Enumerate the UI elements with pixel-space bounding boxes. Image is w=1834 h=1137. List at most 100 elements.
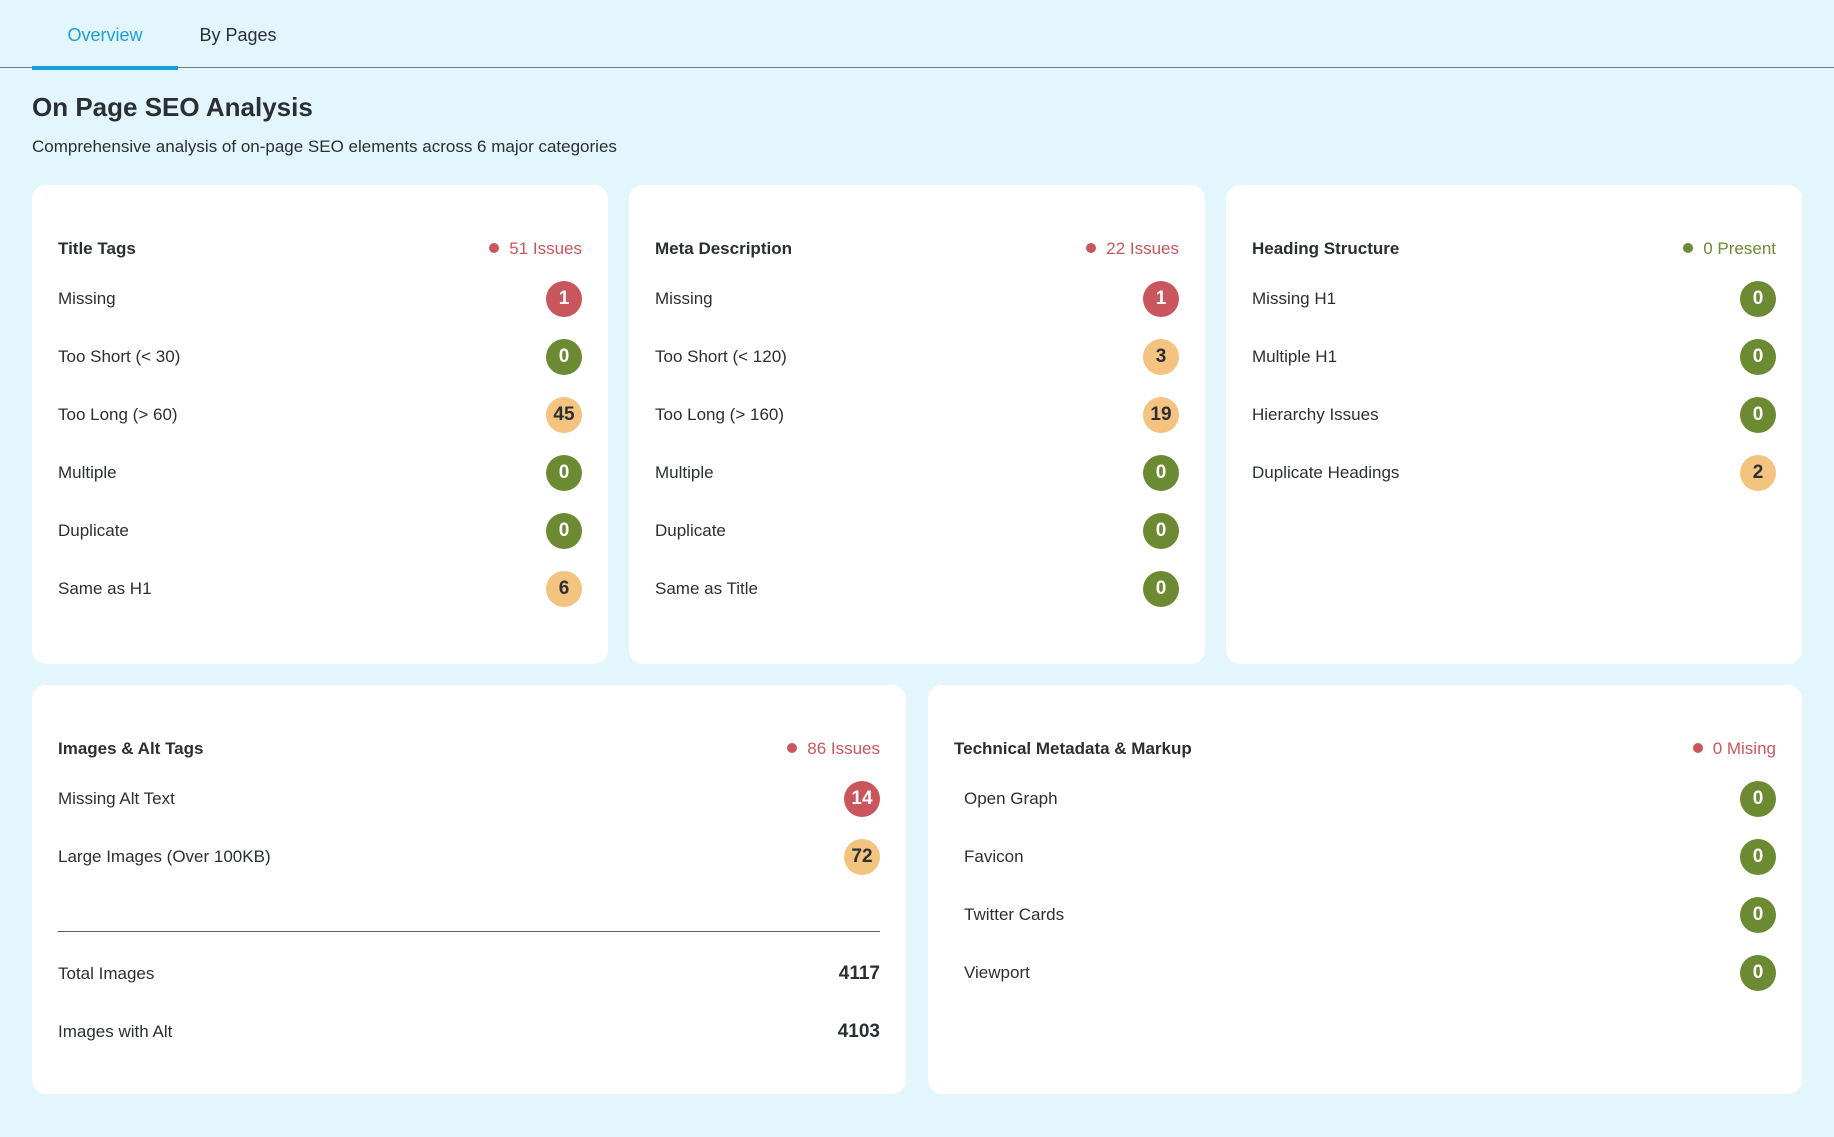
tab-bar: Overview By Pages — [0, 0, 1834, 70]
stat-row: Images with Alt 4103 — [58, 1014, 880, 1050]
metric-label: Favicon — [964, 847, 1024, 866]
images-alt-tags-card: Images & Alt Tags 86 Issues Missing Alt … — [32, 685, 906, 1094]
metric-label: Duplicate — [655, 521, 726, 540]
metric-label: Duplicate — [58, 521, 129, 540]
status-badge: 86 Issues — [787, 737, 880, 761]
status-text: 51 Issues — [509, 239, 582, 258]
stat-value: 4103 — [837, 1021, 880, 1042]
status-dot-icon — [1086, 243, 1097, 253]
status-text: 0 Present — [1703, 239, 1776, 258]
metric-row: Same as Title 0 — [655, 571, 1179, 607]
metric-label: Twitter Cards — [964, 905, 1065, 924]
technical-metadata-card: Technical Metadata & Markup 0 Mising Ope… — [928, 685, 1802, 1094]
metric-label: Same as H1 — [58, 579, 152, 598]
page-subtitle: Comprehensive analysis of on-page SEO el… — [32, 137, 617, 156]
status-dot-icon — [1683, 243, 1694, 253]
card-header: Title Tags 51 Issues — [58, 237, 582, 261]
count-badge: 19 — [1143, 397, 1179, 433]
card-title: Technical Metadata & Markup — [954, 739, 1192, 758]
metric-label: Too Long (> 160) — [655, 405, 785, 424]
status-badge: 0 Present — [1683, 237, 1776, 261]
tab-overview[interactable]: Overview — [32, 0, 178, 70]
count-badge: 0 — [1143, 571, 1179, 607]
metric-row: Too Long (> 60) 45 — [58, 397, 582, 433]
status-text: 22 Issues — [1106, 239, 1179, 258]
metric-label: Viewport — [964, 963, 1030, 982]
metric-label: Too Long (> 60) — [58, 405, 178, 424]
metric-label: Duplicate Headings — [1252, 463, 1400, 482]
metric-row: Favicon 0 — [964, 839, 1776, 875]
status-badge: 22 Issues — [1086, 237, 1179, 261]
count-badge: 1 — [1143, 281, 1179, 317]
status-dot-icon — [489, 243, 500, 253]
card-header: Technical Metadata & Markup 0 Mising — [954, 737, 1776, 761]
count-badge: 0 — [1740, 397, 1776, 433]
count-badge: 0 — [1143, 513, 1179, 549]
count-badge: 2 — [1740, 455, 1776, 491]
count-badge: 0 — [1143, 455, 1179, 491]
metric-label: Multiple — [58, 463, 117, 482]
divider — [58, 931, 880, 932]
card-header: Images & Alt Tags 86 Issues — [58, 737, 880, 761]
count-badge: 0 — [1740, 897, 1776, 933]
status-dot-icon — [1692, 743, 1703, 753]
count-badge: 72 — [844, 839, 880, 875]
metric-row: Multiple 0 — [655, 455, 1179, 491]
heading-structure-card: Heading Structure 0 Present Missing H1 0… — [1226, 185, 1802, 664]
count-badge: 0 — [546, 339, 582, 375]
count-badge: 6 — [546, 571, 582, 607]
metric-row: Duplicate 0 — [58, 513, 582, 549]
status-dot-icon — [787, 743, 798, 753]
metric-label: Missing H1 — [1252, 289, 1337, 308]
count-badge: 0 — [1740, 781, 1776, 817]
metric-label: Multiple — [655, 463, 714, 482]
count-badge: 0 — [1740, 839, 1776, 875]
card-title: Title Tags — [58, 239, 136, 258]
count-badge: 45 — [546, 397, 582, 433]
metric-label: Same as Title — [655, 579, 758, 598]
metric-row: Too Short (< 120) 3 — [655, 339, 1179, 375]
metric-row: Hierarchy Issues 0 — [1252, 397, 1776, 433]
status-badge: 0 Mising — [1692, 737, 1776, 761]
metric-row: Missing H1 0 — [1252, 281, 1776, 317]
card-title: Images & Alt Tags — [58, 739, 204, 758]
stat-label: Total Images — [58, 964, 155, 983]
metric-label: Open Graph — [964, 789, 1058, 808]
metric-row: Too Long (> 160) 19 — [655, 397, 1179, 433]
count-badge: 0 — [546, 455, 582, 491]
metric-label: Missing — [58, 289, 116, 308]
count-badge: 0 — [1740, 955, 1776, 991]
tab-by-pages[interactable]: By Pages — [199, 25, 277, 45]
metric-row: Large Images (Over 100KB) 72 — [58, 839, 880, 875]
metric-label: Missing Alt Text — [58, 789, 175, 808]
page-title: On Page SEO Analysis — [32, 92, 313, 122]
card-title: Meta Description — [655, 239, 792, 258]
metric-label: Hierarchy Issues — [1252, 405, 1379, 424]
metric-label: Too Short (< 30) — [58, 347, 181, 366]
status-text: 86 Issues — [807, 739, 880, 758]
title-tags-card: Title Tags 51 Issues Missing 1 Too Short… — [32, 185, 608, 664]
stat-value: 4117 — [838, 963, 880, 984]
metric-row: Viewport 0 — [964, 955, 1776, 991]
card-header: Meta Description 22 Issues — [655, 237, 1179, 261]
stat-row: Total Images 4117 — [58, 956, 880, 992]
count-badge: 0 — [1740, 339, 1776, 375]
status-text: 0 Mising — [1712, 739, 1776, 758]
count-badge: 3 — [1143, 339, 1179, 375]
card-header: Heading Structure 0 Present — [1252, 237, 1776, 261]
count-badge: 1 — [546, 281, 582, 317]
metric-row: Duplicate Headings 2 — [1252, 455, 1776, 491]
count-badge: 0 — [546, 513, 582, 549]
metric-row: Missing 1 — [58, 281, 582, 317]
metric-row: Multiple H1 0 — [1252, 339, 1776, 375]
stat-label: Images with Alt — [58, 1022, 173, 1041]
metric-row: Same as H1 6 — [58, 571, 582, 607]
card-title: Heading Structure — [1252, 239, 1400, 258]
metric-label: Large Images (Over 100KB) — [58, 847, 271, 866]
metric-row: Open Graph 0 — [964, 781, 1776, 817]
status-badge: 51 Issues — [489, 237, 582, 261]
count-badge: 0 — [1740, 281, 1776, 317]
metric-label: Multiple H1 — [1252, 347, 1338, 366]
metric-label: Missing — [655, 289, 713, 308]
metric-row: Duplicate 0 — [655, 513, 1179, 549]
